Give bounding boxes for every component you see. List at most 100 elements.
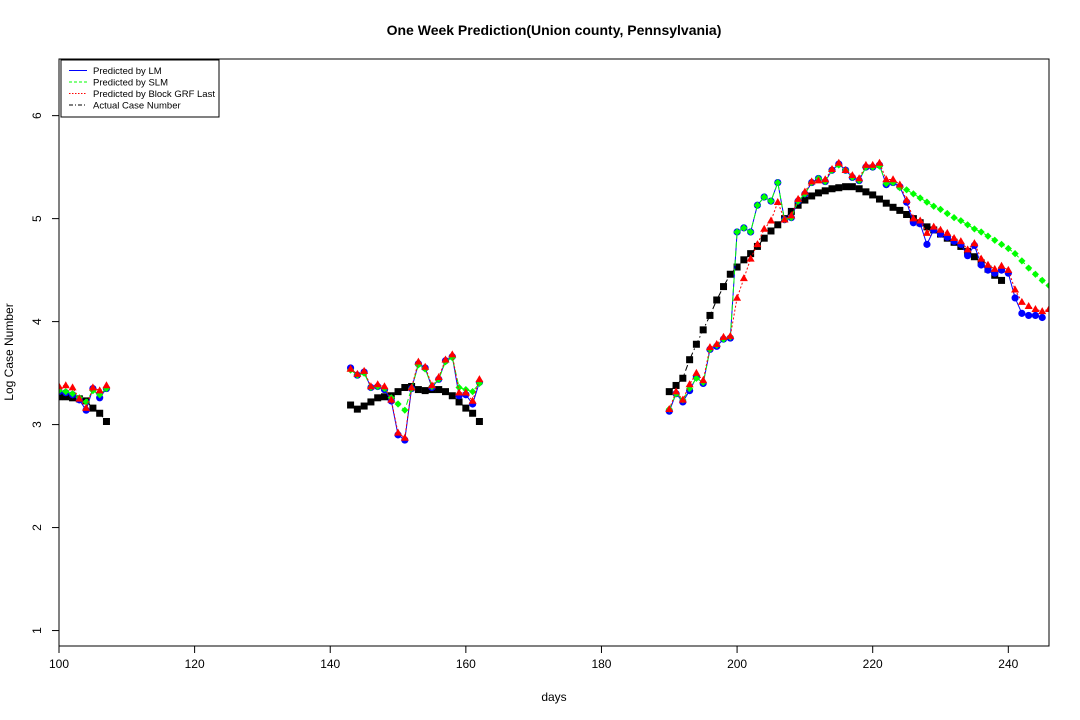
data-point bbox=[821, 187, 829, 195]
data-point bbox=[773, 197, 782, 205]
x-tick-label: 160 bbox=[456, 657, 476, 671]
data-point bbox=[699, 376, 708, 384]
data-point bbox=[753, 201, 762, 209]
data-point bbox=[956, 237, 965, 245]
data-point bbox=[1018, 257, 1026, 265]
data-point bbox=[62, 393, 70, 401]
legend-label: Predicted by Block GRF Last bbox=[93, 89, 215, 100]
data-point bbox=[75, 394, 84, 402]
data-point bbox=[353, 405, 361, 413]
data-point bbox=[672, 381, 680, 389]
data-point bbox=[68, 390, 77, 398]
data-point bbox=[462, 404, 470, 412]
data-point bbox=[923, 223, 931, 231]
x-tick-label: 180 bbox=[591, 657, 611, 671]
data-point bbox=[692, 374, 700, 382]
data-point bbox=[1031, 270, 1040, 278]
data-point bbox=[807, 177, 816, 185]
legend-box bbox=[60, 59, 220, 118]
data-point bbox=[435, 386, 443, 394]
data-point bbox=[434, 373, 443, 381]
y-tick-label: 1 bbox=[30, 627, 44, 634]
data-point bbox=[990, 264, 999, 272]
data-point bbox=[461, 388, 470, 396]
data-point bbox=[442, 388, 450, 396]
data-point bbox=[469, 409, 477, 417]
data-point bbox=[903, 211, 911, 219]
data-point bbox=[455, 383, 463, 392]
data-point bbox=[1004, 244, 1012, 253]
data-point bbox=[61, 381, 70, 389]
data-point bbox=[740, 224, 748, 232]
legend-label: Actual Case Number bbox=[93, 100, 181, 111]
data-point bbox=[1045, 281, 1049, 290]
data-point bbox=[1031, 311, 1040, 320]
data-point bbox=[909, 214, 918, 222]
data-point bbox=[353, 369, 362, 377]
data-point bbox=[814, 189, 822, 197]
data-point bbox=[909, 190, 917, 198]
x-tick-label: 220 bbox=[863, 657, 883, 671]
data-point bbox=[1031, 305, 1040, 313]
data-point bbox=[984, 232, 992, 240]
data-point bbox=[882, 199, 890, 207]
data-point bbox=[421, 362, 430, 370]
y-axis-label: Log Case Number bbox=[2, 303, 16, 400]
data-point bbox=[760, 193, 768, 201]
data-point bbox=[800, 187, 809, 195]
data-point bbox=[821, 175, 830, 183]
data-point bbox=[875, 158, 884, 166]
data-point bbox=[991, 236, 999, 244]
data-point bbox=[970, 225, 979, 233]
data-point bbox=[1038, 276, 1046, 285]
series-actual-case-number bbox=[59, 183, 1006, 425]
data-point bbox=[367, 398, 375, 406]
legend-label: Predicted by LM bbox=[93, 66, 162, 77]
data-point bbox=[848, 171, 857, 179]
data-point bbox=[360, 366, 369, 374]
data-point bbox=[59, 382, 63, 390]
data-point bbox=[414, 357, 423, 365]
data-point bbox=[95, 386, 104, 394]
data-point bbox=[720, 283, 728, 291]
data-point bbox=[719, 332, 728, 340]
data-point bbox=[414, 386, 422, 394]
data-point bbox=[916, 216, 925, 224]
data-point bbox=[366, 382, 375, 390]
data-point bbox=[672, 387, 681, 395]
data-point bbox=[380, 393, 388, 401]
data-point bbox=[394, 428, 403, 436]
data-point bbox=[923, 240, 931, 248]
data-point bbox=[861, 160, 870, 168]
x-axis-label: days bbox=[541, 690, 566, 704]
data-point bbox=[828, 164, 837, 172]
data-point bbox=[706, 311, 714, 319]
data-point bbox=[96, 391, 104, 399]
data-point bbox=[903, 186, 911, 194]
data-point bbox=[983, 260, 992, 268]
data-point bbox=[713, 296, 721, 304]
data-point bbox=[427, 381, 436, 389]
data-point bbox=[1024, 301, 1033, 309]
data-point bbox=[902, 195, 911, 203]
data-point bbox=[868, 160, 877, 168]
series-line bbox=[668, 162, 1049, 410]
series-predicted-by-lm bbox=[59, 160, 1046, 444]
data-point bbox=[950, 213, 958, 222]
data-point bbox=[469, 388, 477, 396]
data-point bbox=[828, 185, 836, 193]
data-point bbox=[68, 383, 77, 391]
data-point bbox=[387, 395, 396, 403]
data-point bbox=[678, 395, 687, 403]
plot-area bbox=[59, 158, 1049, 444]
data-point bbox=[705, 343, 714, 351]
data-point bbox=[407, 383, 416, 391]
x-axis: 100 120 140 160 180 200 220 240 bbox=[49, 646, 1019, 671]
data-point bbox=[394, 388, 402, 396]
data-point bbox=[686, 384, 694, 393]
data-point bbox=[347, 401, 355, 409]
data-point bbox=[760, 224, 769, 232]
data-point bbox=[882, 175, 891, 183]
data-point bbox=[394, 400, 402, 408]
